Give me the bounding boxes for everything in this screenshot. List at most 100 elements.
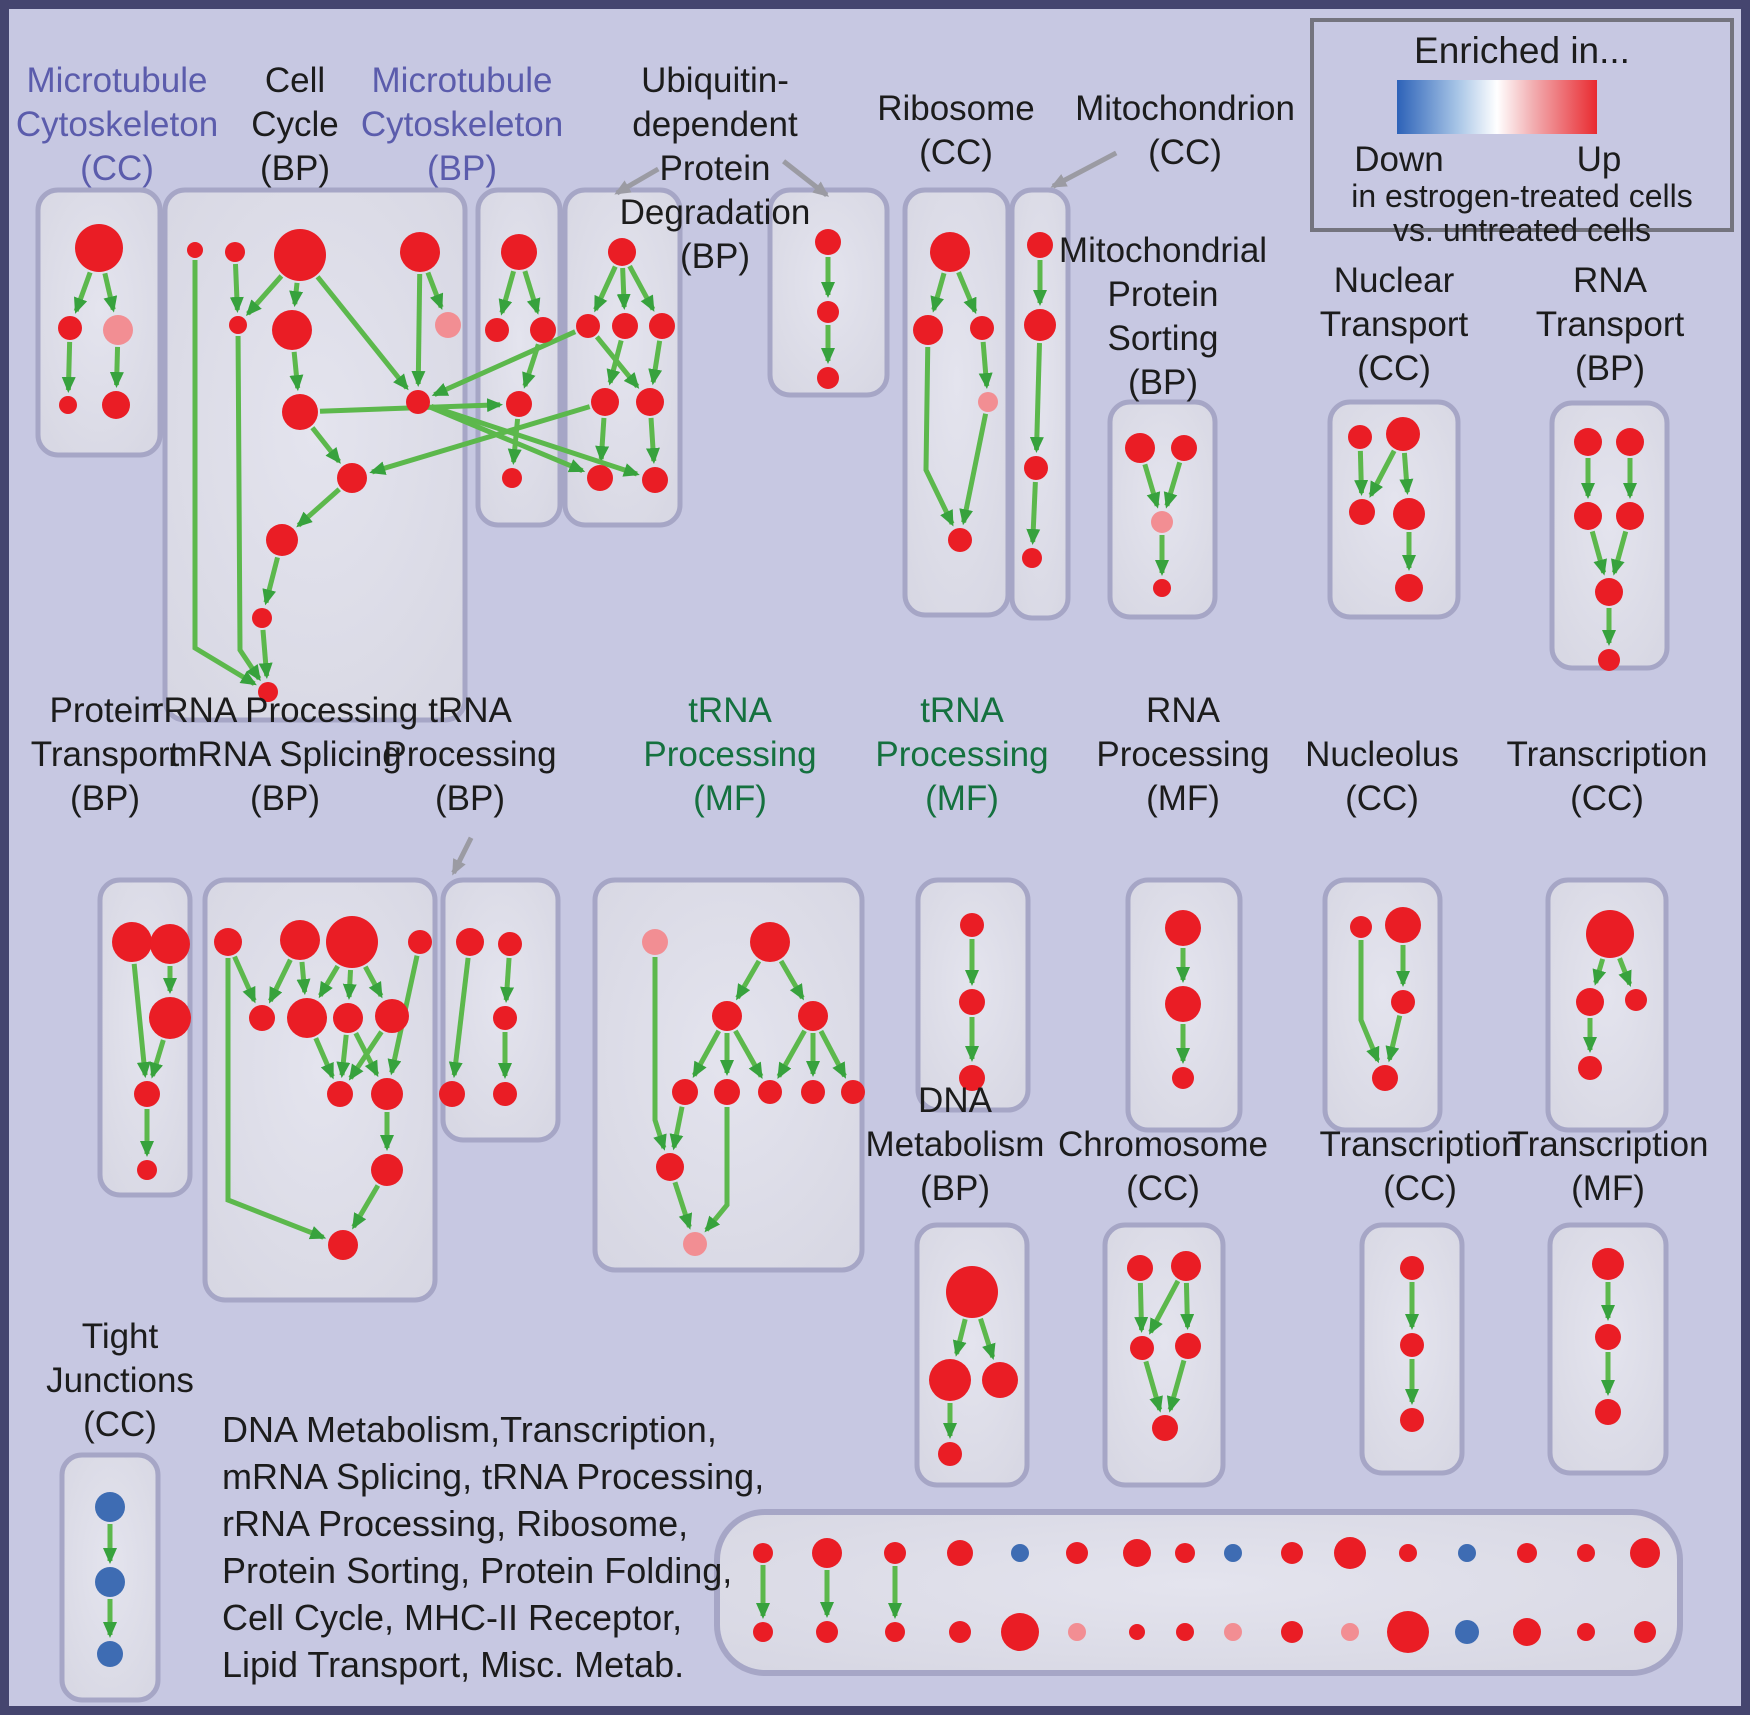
edge-arrow	[425, 271, 444, 311]
edge-arrow	[315, 275, 409, 391]
chromosome-node-m2	[1175, 1333, 1201, 1359]
edge-arrow	[952, 1318, 968, 1357]
rna-transport-node-m1	[1574, 502, 1602, 530]
ubiq-chain-node-u1	[815, 229, 841, 255]
protein-transport-node-B	[150, 924, 190, 964]
transcription-cc-2-node-n3	[1400, 1408, 1424, 1432]
ubiq-chain-node-u2	[817, 301, 839, 323]
edge-arrow	[268, 958, 293, 1004]
edge-arrow	[614, 166, 660, 196]
edge-arrow	[1354, 450, 1369, 497]
edge-arrow	[1358, 940, 1381, 1064]
rrna-mrna-node-r1a	[214, 928, 242, 956]
transcription-mf-node-n2	[1595, 1324, 1621, 1350]
mt-cc-node-d	[59, 396, 77, 414]
nuclear-transport-node-s	[1348, 425, 1372, 449]
layer-labels: Microtubule Cytoskeleton (CC) Cell Cycle (BP)…	[16, 61, 1709, 1444]
edge-arrow	[353, 1031, 380, 1078]
edge-arrow	[336, 1034, 351, 1079]
mt-bp-node-top	[501, 234, 537, 270]
protein-transport-node-A	[112, 922, 152, 962]
mt-cc-label: Microtubule Cytoskeleton (CC)	[16, 61, 218, 188]
edge-arrow	[776, 1029, 807, 1079]
legend-caption-line2: vs. untreated cells	[1393, 212, 1651, 248]
matrix-node-bottom-8	[1176, 1623, 1194, 1641]
rrna-mrna-label: rRNA Processing mRNA Splicing (BP)	[152, 691, 418, 818]
misc-annotation-line: mRNA Splicing, tRNA Processing,	[222, 1456, 765, 1497]
nuclear-transport-node-mr	[1393, 498, 1425, 530]
edge-arrow	[258, 629, 273, 680]
edge-arrow	[245, 274, 284, 317]
chromosome-node-t2	[1171, 1251, 1201, 1281]
trna-bp-node-t2	[498, 932, 522, 956]
matrix-node-bottom-1	[753, 1622, 773, 1642]
trna-mf-1-node-c2	[714, 1079, 740, 1105]
edge-arrow	[735, 959, 762, 1001]
trna-mf-1-node-c4	[801, 1080, 825, 1104]
cell-cycle-node-t1	[187, 242, 203, 258]
rrna-mrna-node-r1d	[408, 930, 432, 954]
edge-arrow	[595, 417, 610, 463]
ubiq-node-e	[636, 388, 664, 416]
edge-arrow	[1617, 957, 1633, 987]
mt-cc-node-c	[103, 315, 133, 345]
transcription-cc-1-node-b	[1625, 989, 1647, 1011]
rrna-mrna-node-r4	[371, 1154, 403, 1186]
edge-arrow	[1142, 463, 1161, 509]
trna-mf-1-node-c3	[758, 1080, 782, 1104]
rna-transport-node-b	[1598, 649, 1620, 671]
dna-metabolism-node-c2	[982, 1362, 1018, 1398]
dna-metabolism-node-T	[946, 1266, 998, 1318]
edge-arrow	[363, 965, 384, 999]
edge-arrow	[652, 957, 667, 1151]
chromosome-node-b	[1152, 1415, 1178, 1441]
trna-bp-label: tRNA Processing (BP)	[383, 691, 556, 818]
rna-transport-label: RNA Transport (BP)	[1536, 261, 1685, 388]
matrix-node-bottom-4	[949, 1621, 971, 1643]
rna-transport-node-t2	[1616, 428, 1644, 456]
matrix-node-bottom-10	[1281, 1621, 1303, 1643]
matrix-node-top-2	[812, 1538, 842, 1568]
mt-cc-node-a	[75, 224, 123, 272]
edge-arrow	[313, 1037, 335, 1080]
rna-transport-node-m2	[1616, 502, 1644, 530]
rrna-mrna-node-r5	[328, 1230, 358, 1260]
edge-arrow	[232, 955, 257, 1004]
edge-arrow	[1180, 1282, 1195, 1331]
protein-transport-label: Protein Transport (BP)	[31, 691, 180, 818]
edge-arrow	[310, 426, 341, 464]
mt-bp-label: Microtubule Cytoskeleton (BP)	[361, 61, 563, 188]
mps-node-p	[1151, 511, 1173, 533]
ribosome-node-rb	[948, 528, 972, 552]
transcription-cc-2-node-n1	[1400, 1256, 1424, 1280]
cell-cycle-node-h1	[282, 394, 318, 430]
transcription-cc-1-node-c	[1578, 1056, 1602, 1080]
nucleolus-box	[1322, 877, 1443, 1133]
matrix-node-top-12	[1399, 1544, 1417, 1562]
matrix-node-top-14	[1517, 1543, 1537, 1563]
matrix-node-top-1	[753, 1543, 773, 1563]
edge-arrow	[648, 340, 663, 386]
nucleolus-label: Nucleolus (CC)	[1305, 735, 1459, 818]
matrix-node-bottom-7	[1129, 1624, 1145, 1640]
mito-node-m2	[1024, 309, 1056, 341]
edge-arrow	[627, 264, 656, 312]
mt-bp-node-bot2	[502, 468, 522, 488]
edge-arrow	[289, 282, 304, 308]
edge-arrow	[923, 346, 955, 527]
edge-arrow	[498, 270, 516, 316]
matrix-node-bottom-5	[1001, 1613, 1039, 1651]
edge-arrow	[448, 957, 471, 1079]
protein-transport-node-E	[137, 1160, 157, 1180]
cell-cycle-node-m2	[272, 310, 312, 350]
chromosome-label: Chromosome (CC)	[1058, 1125, 1268, 1208]
edge-arrow	[1026, 481, 1041, 546]
edge-arrow	[1029, 342, 1044, 454]
cell-cycle-node-bot	[258, 682, 278, 702]
edge-arrow	[451, 836, 474, 876]
trna-mf-2-label: tRNA Processing (MF)	[875, 691, 1048, 818]
layer-nodes	[58, 224, 1660, 1667]
rna-mf-label: RNA Processing (MF)	[1096, 691, 1269, 818]
chromosome-node-t1	[1127, 1255, 1153, 1281]
